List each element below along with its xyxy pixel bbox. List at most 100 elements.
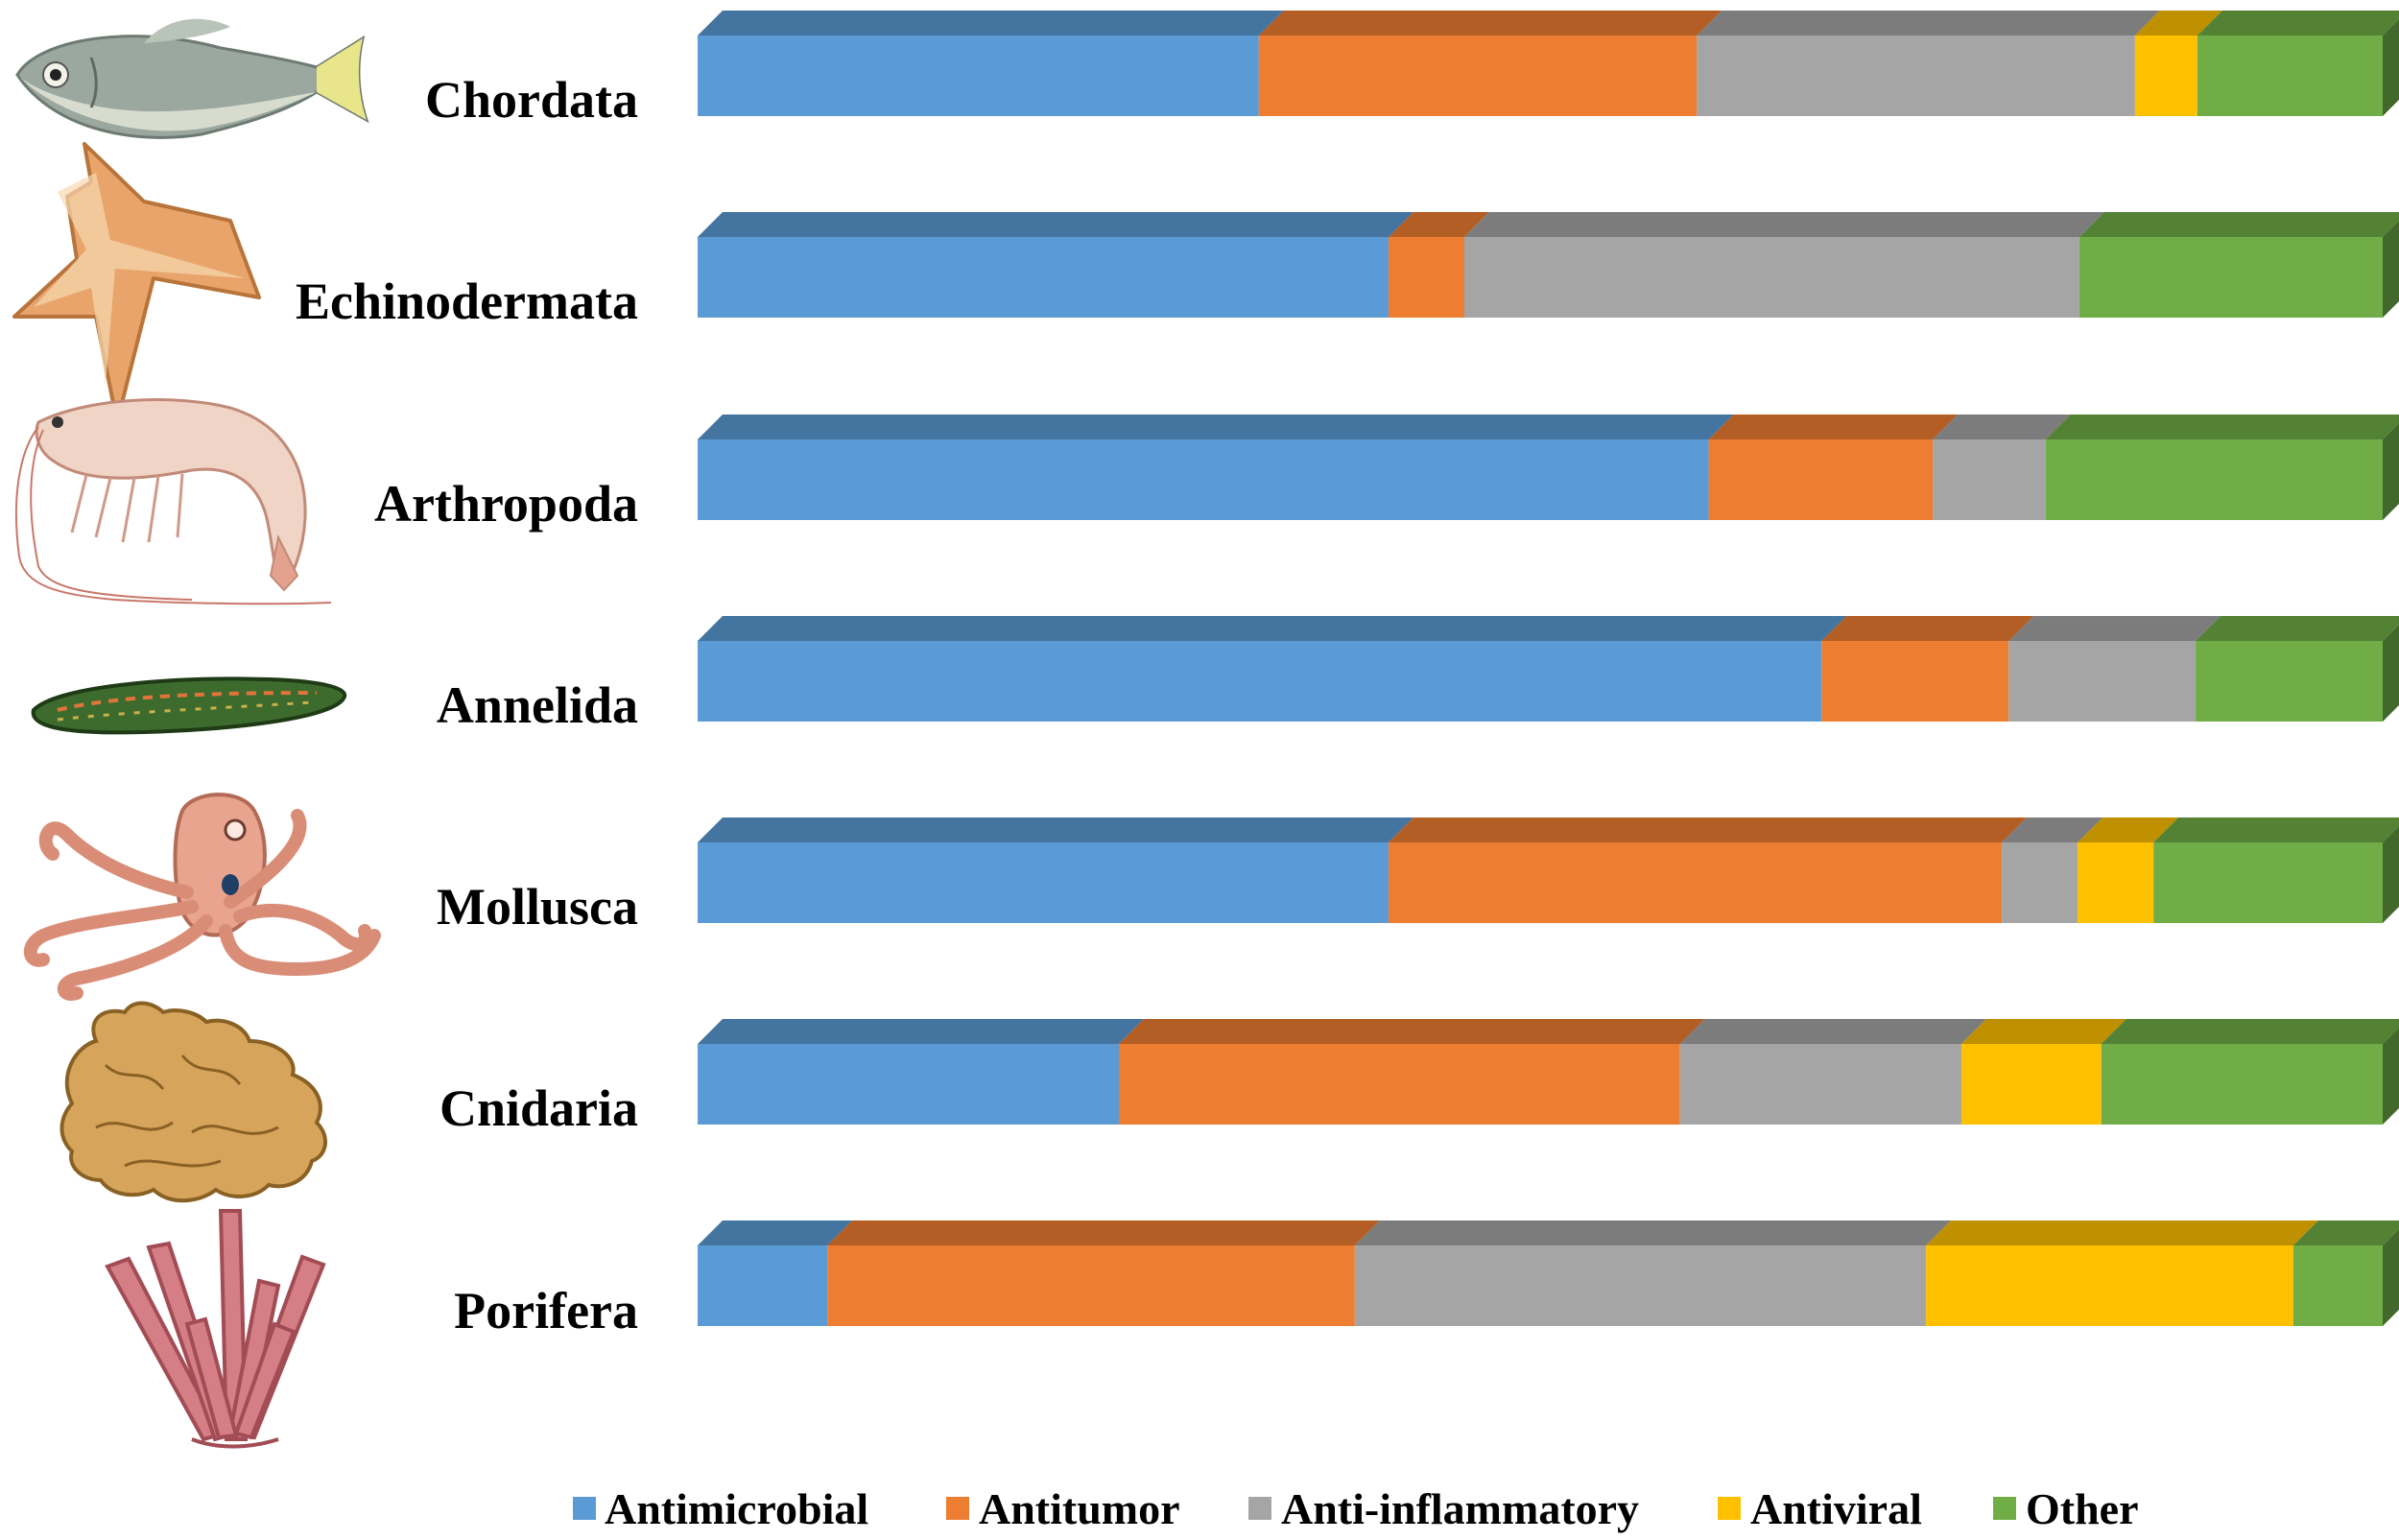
bar-side-face: [2383, 625, 2399, 722]
bar-segment-other: [2153, 842, 2383, 923]
bar-segment-antiviral: [1961, 1044, 2102, 1125]
bar-segment-other: [2045, 439, 2383, 520]
bar-segment-antitumor: [1388, 237, 1464, 318]
bar-side-face: [2383, 221, 2399, 318]
bars: [698, 11, 2399, 1326]
legend-swatch-antimicrobial: [573, 1497, 596, 1520]
bar-segment-top-antimicrobial: [698, 616, 1847, 641]
organism-icons: [12, 18, 381, 1449]
bar-row-chordata: [698, 11, 2399, 116]
category-label: Chordata: [425, 71, 638, 129]
bar-segment-top-other: [2078, 212, 2399, 237]
legend-item-other: Other: [1993, 1484, 2139, 1533]
bar-segment-top-anti-inflammatory: [1697, 11, 2160, 36]
bar-segment-other: [2196, 641, 2383, 722]
octopus-icon: [23, 793, 381, 1001]
bar-segment-antitumor: [1821, 641, 2009, 722]
bar-segment-antitumor: [1258, 36, 1698, 116]
bar-segment-antimicrobial: [698, 842, 1389, 923]
bar-segment-antiviral: [2134, 36, 2197, 116]
bar-segment-antimicrobial: [698, 237, 1389, 318]
bar-segment-anti-inflammatory: [1697, 36, 2135, 116]
bar-segment-top-antimicrobial: [698, 212, 1413, 237]
bar-segment-top-antimicrobial: [698, 1019, 1144, 1044]
bar-segment-top-other: [2153, 817, 2399, 842]
bar-segment-other: [2078, 237, 2383, 318]
bar-segment-antimicrobial: [698, 1044, 1119, 1125]
bar-segment-top-other: [2196, 616, 2399, 641]
legend-item-anti-inflammatory: Anti-inflammatory: [1248, 1484, 1639, 1533]
legend-label-antiviral: Antiviral: [1750, 1484, 1922, 1533]
legend-label-antimicrobial: Antimicrobial: [605, 1484, 868, 1533]
bar-segment-antitumor: [1119, 1044, 1680, 1125]
leech-icon: [31, 676, 347, 735]
bar-segment-other: [2197, 36, 2383, 116]
bar-segment-top-antimicrobial: [698, 817, 1413, 842]
category-label: Arthropoda: [374, 475, 638, 533]
fish-icon: [15, 18, 369, 139]
legend: Antimicrobial Antitumor Anti-inflammator…: [573, 1484, 2139, 1533]
legend-swatch-other: [1993, 1497, 2016, 1520]
bar-segment-top-antiviral: [1926, 1220, 2318, 1245]
bar-segment-antimicrobial: [698, 439, 1709, 520]
legend-item-antitumor: Antitumor: [946, 1484, 1180, 1533]
bar-segment-top-other: [2101, 1019, 2399, 1044]
bar-segment-anti-inflammatory: [1463, 237, 2079, 318]
category-label: Cnidaria: [439, 1079, 638, 1137]
legend-label-other: Other: [2026, 1484, 2139, 1533]
bar-segment-top-antimicrobial: [698, 1220, 853, 1245]
bar-segment-anti-inflammatory: [1679, 1044, 1961, 1125]
bar-side-face: [2383, 1028, 2399, 1125]
bar-segment-antimicrobial: [698, 1245, 828, 1326]
bar-segment-top-anti-inflammatory: [2002, 817, 2103, 842]
category-labels: Chordata Echinodermata Arthropoda Anneli…: [296, 71, 638, 1339]
bar-segment-other: [2292, 1245, 2383, 1326]
bar-segment-other: [2101, 1044, 2383, 1125]
bar-segment-antitumor: [1708, 439, 1934, 520]
bar-side-face: [2383, 826, 2399, 923]
legend-item-antimicrobial: Antimicrobial: [573, 1484, 868, 1533]
bar-segment-top-antiviral: [2134, 11, 2222, 36]
bar-segment-top-antiviral: [2078, 817, 2179, 842]
bar-segment-top-antitumor: [1708, 415, 1959, 439]
legend-swatch-anti-inflammatory: [1248, 1497, 1271, 1520]
category-label: Porifera: [454, 1282, 638, 1339]
bar-segment-top-antitumor: [1119, 1019, 1705, 1044]
coral-icon: [59, 1001, 327, 1203]
bar-row-porifera: [698, 1220, 2399, 1326]
bar-segment-top-other: [2197, 11, 2399, 36]
bar-segment-top-other: [2045, 415, 2399, 439]
legend-swatch-antiviral: [1718, 1497, 1741, 1520]
bar-segment-anti-inflammatory: [2008, 641, 2197, 722]
bar-segment-antitumor: [1388, 842, 2003, 923]
bar-segment-anti-inflammatory: [2002, 842, 2078, 923]
bar-segment-antimicrobial: [698, 36, 1259, 116]
legend-swatch-antitumor: [946, 1497, 969, 1520]
bar-segment-top-anti-inflammatory: [1679, 1019, 1986, 1044]
bar-segment-top-antimicrobial: [698, 415, 1734, 439]
bar-segment-top-antitumor: [1821, 616, 2034, 641]
bar-segment-top-anti-inflammatory: [2008, 616, 2221, 641]
bar-side-face: [2383, 19, 2399, 116]
bar-segment-top-antitumor: [1388, 817, 2028, 842]
bar-segment-anti-inflammatory: [1933, 439, 2046, 520]
bar-segment-top-antitumor: [827, 1220, 1380, 1245]
bar-segment-antiviral: [2078, 842, 2154, 923]
bar-row-mollusca: [698, 817, 2399, 923]
bar-segment-antimicrobial: [698, 641, 1822, 722]
bar-segment-top-other: [2292, 1220, 2399, 1245]
bar-row-cnidaria: [698, 1019, 2399, 1125]
legend-item-antiviral: Antiviral: [1718, 1484, 1922, 1533]
shrimp-icon: [14, 398, 332, 605]
category-label: Echinodermata: [296, 272, 638, 330]
bar-segment-antitumor: [827, 1245, 1355, 1326]
bar-segment-top-antiviral: [1961, 1019, 2126, 1044]
bar-segment-anti-inflammatory: [1354, 1245, 1927, 1326]
bar-side-face: [2383, 423, 2399, 520]
bar-segment-antiviral: [1926, 1245, 2293, 1326]
bar-segment-top-antitumor: [1258, 11, 1722, 36]
category-label: Annelida: [437, 676, 638, 734]
legend-label-antitumor: Antitumor: [979, 1484, 1180, 1533]
bar-segment-top-anti-inflammatory: [1354, 1220, 1952, 1245]
